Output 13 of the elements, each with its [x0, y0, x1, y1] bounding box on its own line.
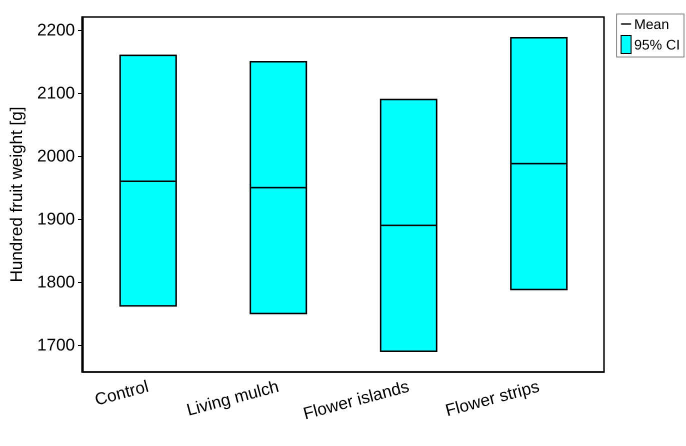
- y-tick-label: 1900: [37, 210, 75, 229]
- x-tick-label: Flower strips: [443, 376, 542, 420]
- y-tick-label: 1700: [37, 335, 75, 354]
- y-axis-title: Hundred fruit weight [g]: [7, 106, 26, 282]
- x-tick-label: Flower islands: [301, 376, 412, 424]
- y-tick-label: 2100: [37, 84, 75, 103]
- y-tick-label: 2200: [37, 20, 75, 40]
- y-tick-label: 2000: [37, 146, 75, 166]
- text: Mean: [634, 16, 670, 32]
- y-tick-label: 1800: [37, 272, 75, 292]
- x-tick-label: Control: [92, 376, 151, 410]
- legend-label: 95% CI: [634, 36, 680, 52]
- x-tick-label: Living mulch: [184, 376, 281, 420]
